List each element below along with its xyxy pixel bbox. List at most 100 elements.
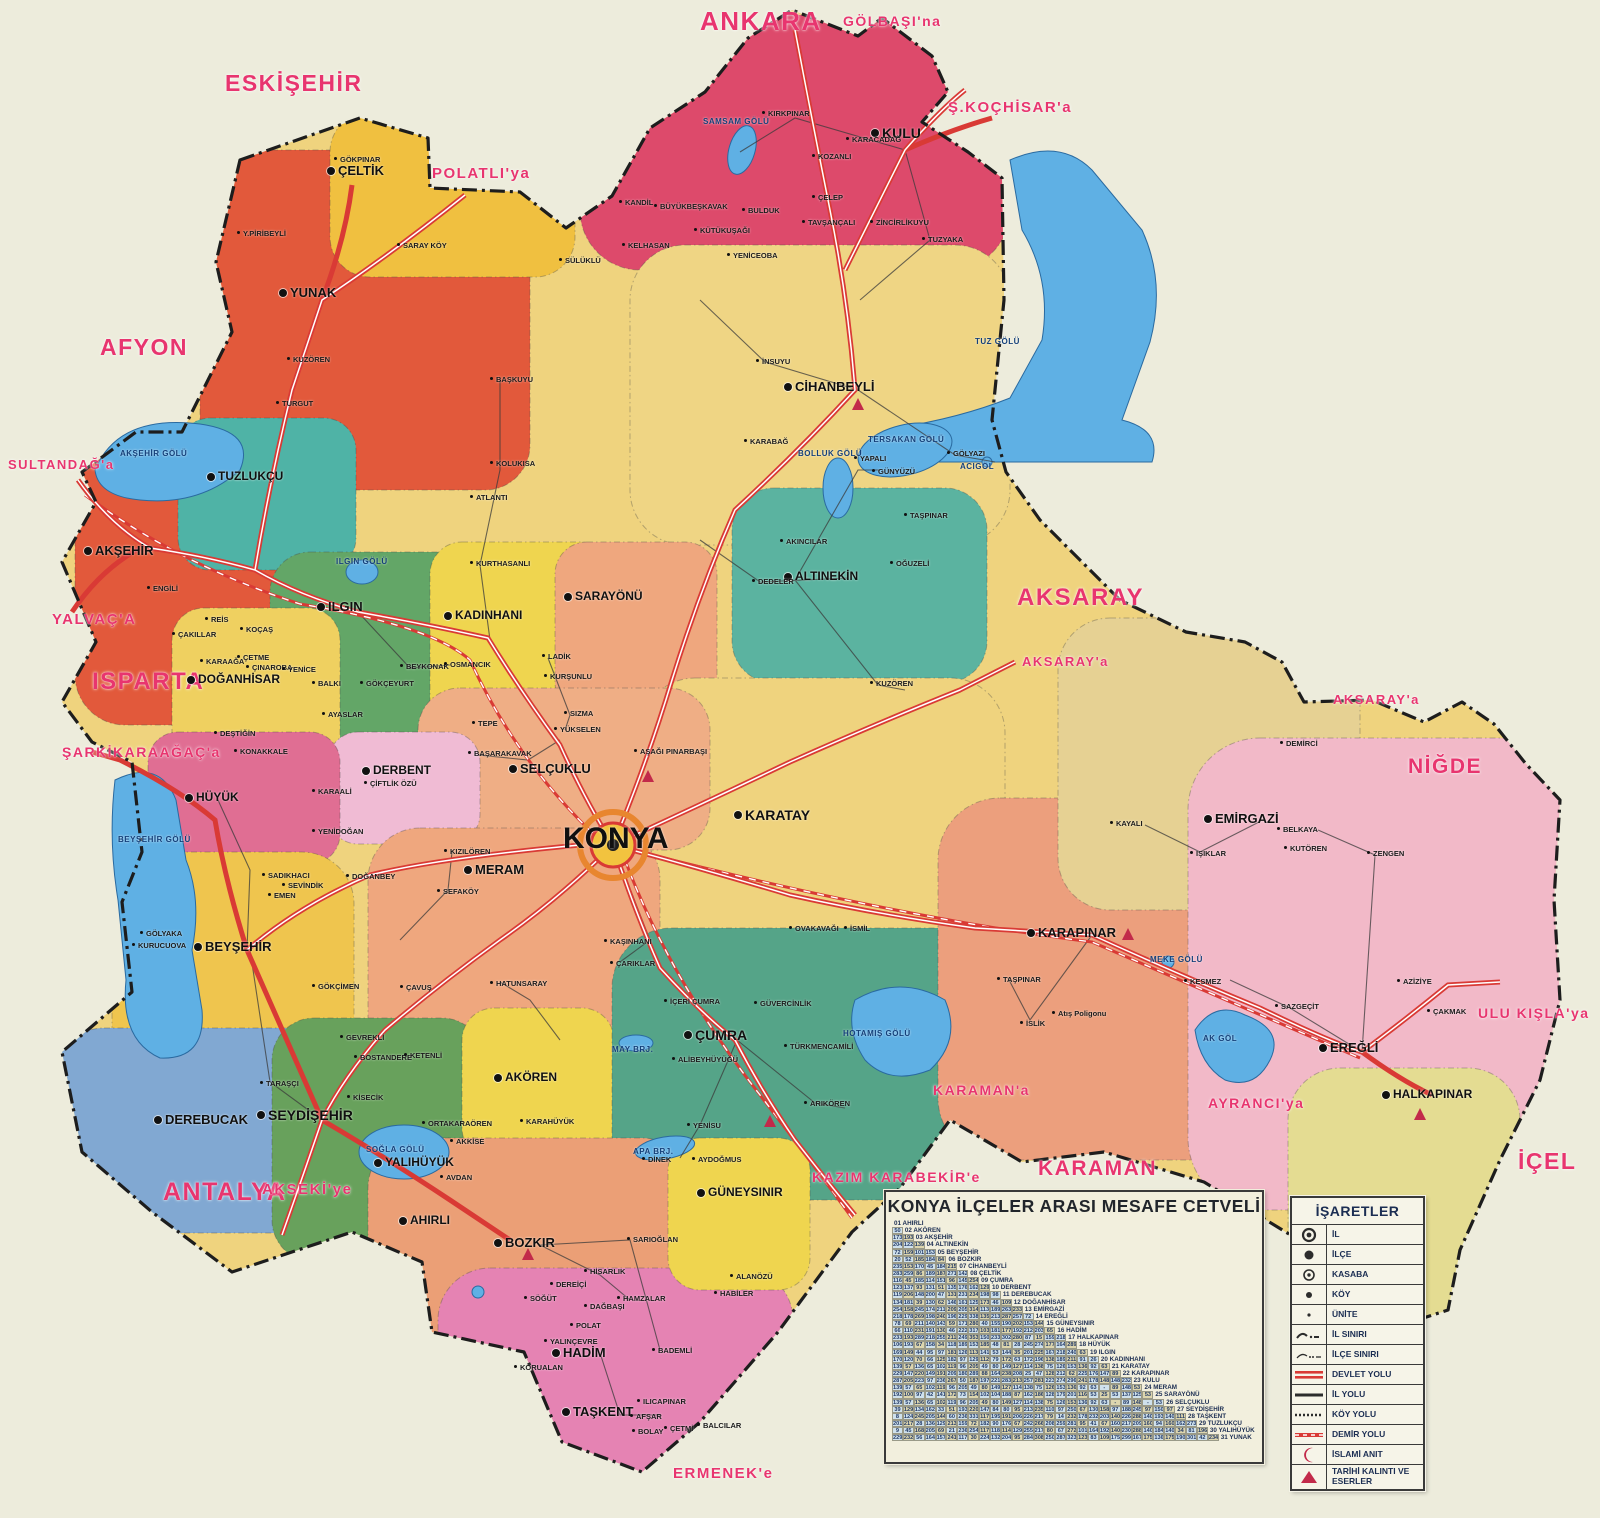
distance-cell: 200 xyxy=(924,1291,936,1299)
distance-cell: 240 xyxy=(1066,1348,1078,1356)
distance-cell: 175 xyxy=(1142,1434,1154,1442)
legend-label: İSLAMİ ANIT xyxy=(1332,1448,1383,1459)
distance-cell: 63 xyxy=(1077,1348,1089,1356)
district-name: 15 GÜNEYSINIR xyxy=(1046,1319,1095,1327)
distance-cell: 193 xyxy=(902,1341,914,1349)
distance-cell: 95 xyxy=(924,1348,936,1356)
distance-cell: 185 xyxy=(913,1255,925,1263)
distance-cell: 47 xyxy=(935,1291,947,1299)
distance-cell: 8 xyxy=(892,1412,903,1420)
distance-cell: 75 xyxy=(1033,1384,1045,1392)
distance-cell: 254 xyxy=(892,1305,903,1313)
distance-cell: 65 xyxy=(1044,1327,1056,1335)
distance-cell: 198 xyxy=(924,1312,936,1320)
distance-cell: 117 xyxy=(979,1412,991,1420)
distance-cell: 169 xyxy=(892,1348,903,1356)
district-name: 24 MERAM xyxy=(1144,1384,1178,1392)
distance-cell: 288 xyxy=(1131,1427,1143,1435)
distance-cell: 287 xyxy=(1000,1312,1012,1320)
distance-cell: 95 xyxy=(1011,1405,1023,1413)
distance-cell: 191 xyxy=(1000,1412,1012,1420)
distance-cell: 153 xyxy=(1022,1319,1034,1328)
distance-cell: 145 xyxy=(957,1277,969,1285)
distance-cell: 209 xyxy=(1131,1419,1143,1428)
distance-cell: 254 xyxy=(968,1277,980,1285)
distance-cell: 287 xyxy=(1055,1434,1067,1442)
distance-row-07-ci-hanbeyli: 235 153 170 45 184 215 07 CİHANBEYLİ xyxy=(892,1262,1262,1270)
distance-cell: 59 xyxy=(946,1319,958,1328)
distance-cell: 109 xyxy=(1000,1298,1012,1306)
distance-cell: 130 xyxy=(1088,1405,1099,1413)
distance-cell: 62 xyxy=(1066,1369,1078,1378)
distance-cell: 153 xyxy=(968,1341,980,1349)
distance-cell: 206 xyxy=(1011,1412,1023,1420)
distance-cell: 116 xyxy=(892,1277,903,1285)
distance-cell: 172 xyxy=(1022,1355,1034,1363)
distance-table: KONYA İLÇELER ARASI MESAFE CETVELİ 01 AH… xyxy=(884,1190,1264,1464)
distance-cell: 245 xyxy=(913,1305,925,1313)
legend-row-i-l-siniri: İL SINIRI xyxy=(1292,1325,1423,1345)
distance-cell: 226 xyxy=(1120,1412,1132,1420)
distance-cell: 241 xyxy=(946,1434,958,1442)
distance-row-05-bey-ehi-r: 72 159 101 153 05 BEYŞEHİR xyxy=(892,1248,1262,1256)
distance-cell: 173 xyxy=(892,1234,903,1242)
district-name: 07 CİHANBEYLİ xyxy=(959,1262,1007,1270)
legend-label: KÖY xyxy=(1332,1288,1351,1299)
distance-cell: 87 xyxy=(1011,1391,1023,1399)
distance-cell: 49 xyxy=(968,1384,980,1392)
distance-cell: 45 xyxy=(924,1262,936,1270)
distance-cell: 84 xyxy=(935,1255,947,1263)
district-name: 31 YUNAK xyxy=(1220,1434,1252,1442)
il-yolu-symbol xyxy=(1292,1385,1327,1404)
distance-cell: 181 xyxy=(946,1348,958,1356)
distance-cell: 161 xyxy=(957,1298,969,1306)
distance-cell: 120 xyxy=(902,1355,914,1363)
distance-cell: 236 xyxy=(957,1427,969,1435)
distance-row-17-halkapinar: 233 193 289 218 255 211 249 353 150 233 302 280 87 15… xyxy=(892,1334,1262,1342)
distance-cell: 103 xyxy=(979,1327,991,1335)
distance-cell: 205 xyxy=(924,1427,936,1435)
distance-cell: 259 xyxy=(1055,1419,1067,1428)
koy-symbol xyxy=(1292,1285,1327,1304)
distance-cell: 150 xyxy=(979,1334,991,1342)
distance-cell: 302 xyxy=(1000,1334,1012,1342)
district-name: 18 HÜYÜK xyxy=(1079,1341,1111,1349)
distance-cell: 196 xyxy=(946,1312,958,1320)
distance-cell: 126 xyxy=(1044,1384,1056,1392)
distance-cell: 140 xyxy=(1109,1427,1121,1435)
district-name: 17 HALKAPINAR xyxy=(1068,1334,1119,1342)
distance-cell: 167 xyxy=(1131,1434,1143,1442)
distance-cell: 44 xyxy=(913,1348,925,1356)
distance-cell: 153 xyxy=(1066,1398,1078,1406)
distance-cell: 122 xyxy=(902,1241,914,1249)
distance-cell: 140 xyxy=(1142,1412,1154,1420)
distance-cell: 158 xyxy=(1098,1405,1110,1413)
distance-cell: 280 xyxy=(1011,1334,1023,1342)
distance-cell: 98 xyxy=(990,1291,1001,1299)
distance-cell: 299 xyxy=(1120,1434,1132,1442)
distance-cell: 79 xyxy=(1044,1412,1056,1420)
distance-cell: 128 xyxy=(1044,1369,1056,1378)
distance-cell: 97 xyxy=(1055,1405,1067,1413)
distance-cell: 129 xyxy=(1011,1427,1023,1435)
distance-cell: 127 xyxy=(1011,1362,1023,1370)
distance-cell: 49 xyxy=(979,1362,991,1370)
distance-cell: 175 xyxy=(1164,1434,1176,1442)
distance-cell: 65 xyxy=(924,1398,936,1406)
distance-cell: 231 xyxy=(913,1327,925,1335)
distance-cell: 118 xyxy=(990,1427,1001,1435)
distance-cell: 21 xyxy=(946,1427,958,1435)
distance-cell: 95 xyxy=(1011,1434,1023,1442)
distance-cell: 184 xyxy=(1153,1427,1165,1435)
distance-cell: 232 xyxy=(1088,1412,1099,1420)
distance-cell: 154 xyxy=(968,1391,980,1399)
distance-cell: 114 xyxy=(1022,1398,1034,1406)
distance-cell: 192 xyxy=(892,1391,903,1399)
distance-cell: 34 xyxy=(935,1341,947,1349)
distance-cell: 80 xyxy=(990,1362,1001,1370)
distance-cell: 139 xyxy=(892,1362,903,1370)
distance-cell: 188 xyxy=(1120,1405,1132,1413)
distance-cell: 96 xyxy=(946,1277,958,1285)
